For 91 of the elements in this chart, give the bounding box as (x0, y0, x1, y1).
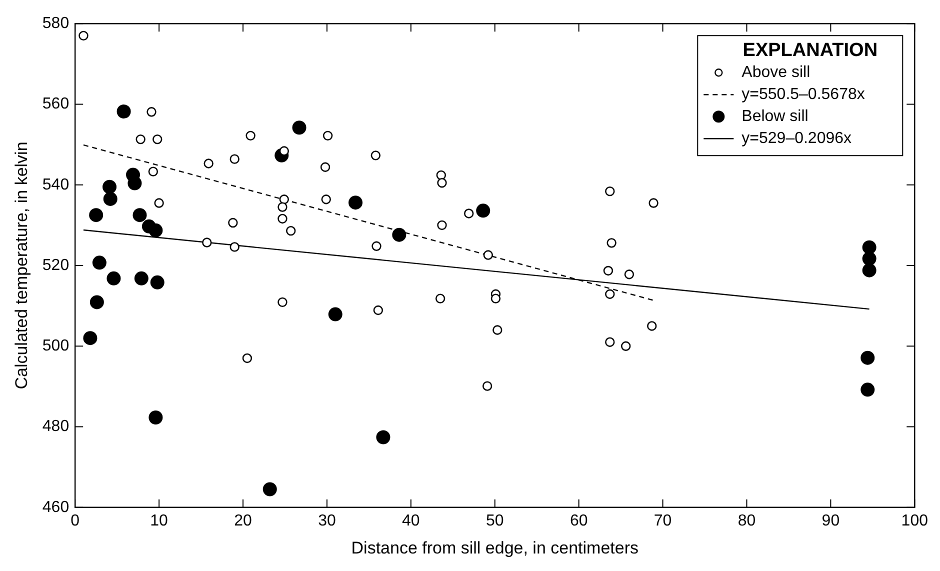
y-tick-label: 560 (42, 96, 70, 113)
point (102, 180, 117, 194)
y-tick-label: 520 (42, 256, 70, 274)
x-tick-label: 10 (150, 512, 168, 530)
y-tick-label: 540 (42, 176, 70, 194)
point (624, 270, 634, 280)
point (89, 208, 104, 222)
point (230, 242, 240, 252)
legend-label: Above sill (742, 64, 810, 82)
point (437, 178, 447, 188)
legend-label: Below sill (742, 108, 808, 126)
point (136, 134, 146, 144)
point (90, 295, 104, 310)
point (134, 271, 148, 286)
point (321, 194, 331, 204)
point (376, 430, 390, 444)
x-tick-label: 100 (901, 512, 928, 530)
point (320, 162, 330, 172)
point (372, 241, 382, 251)
point (292, 120, 306, 135)
point (152, 134, 162, 144)
point (490, 294, 501, 304)
point (606, 238, 616, 248)
point (148, 410, 163, 424)
point (476, 204, 490, 218)
point (278, 214, 288, 224)
point (437, 220, 447, 230)
point (483, 250, 494, 260)
point (373, 305, 384, 316)
point (605, 186, 615, 196)
point (128, 176, 142, 190)
point (92, 256, 106, 270)
point (132, 208, 147, 222)
point (605, 289, 615, 299)
point (862, 263, 876, 278)
point (648, 198, 658, 208)
point (116, 104, 131, 118)
x-tick-label: 90 (822, 512, 840, 530)
point (328, 307, 342, 322)
x-tick-label: 20 (234, 512, 252, 530)
point (620, 341, 631, 351)
x-tick-label: 70 (654, 512, 672, 530)
legend-title: EXPLANATION (742, 40, 878, 61)
point (482, 381, 492, 391)
point (860, 382, 875, 397)
x-tick-label: 60 (570, 512, 588, 530)
point (605, 337, 615, 347)
point (348, 196, 363, 210)
point (278, 202, 288, 212)
point (464, 208, 474, 218)
point (278, 297, 288, 308)
legend-label: y=529–0.2096x (742, 130, 852, 148)
x-tick-label: 40 (402, 512, 420, 530)
point (262, 482, 277, 496)
point (286, 226, 296, 236)
point (103, 192, 118, 206)
x-tick-label: 30 (318, 512, 336, 530)
point (202, 238, 212, 248)
point (603, 266, 614, 276)
y-tick-label: 500 (42, 338, 70, 355)
x-tick-label: 0 (70, 512, 80, 530)
point (230, 154, 240, 164)
point (148, 223, 163, 238)
y-tick-label: 480 (42, 418, 70, 436)
y-tick-label: 580 (42, 15, 70, 32)
point (862, 252, 876, 266)
point (492, 325, 502, 335)
point (392, 228, 406, 242)
point (322, 130, 333, 141)
point (860, 350, 875, 365)
x-axis-title: Distance from sill edge, in centimeters (351, 538, 638, 558)
point (146, 107, 156, 117)
point (204, 158, 214, 168)
point (83, 331, 98, 346)
x-tick-label: 50 (486, 512, 504, 530)
y-axis-title: Calculated temperature, in kelvin (12, 142, 31, 390)
point (370, 150, 381, 160)
point (246, 130, 256, 141)
x-tick-label: 80 (738, 512, 756, 530)
point (647, 321, 657, 331)
point (154, 198, 164, 208)
point (435, 294, 446, 304)
point (148, 166, 158, 176)
legend-label: y=550.5–0.5678x (742, 86, 865, 104)
point (228, 218, 238, 228)
point (150, 275, 164, 290)
point (242, 353, 252, 364)
point (106, 271, 121, 286)
point (279, 194, 289, 204)
y-tick-label: 460 (42, 498, 70, 516)
point (78, 30, 88, 41)
